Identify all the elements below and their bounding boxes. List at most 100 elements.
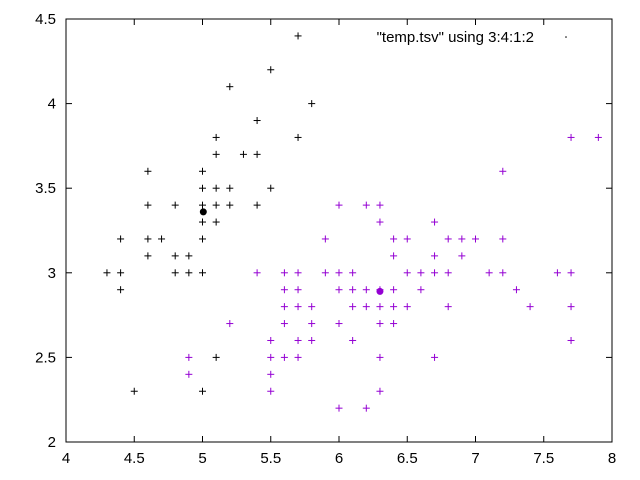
data-point-cluster-1	[253, 150, 261, 158]
data-point-cluster-2	[349, 269, 357, 277]
data-point-cluster-1	[267, 66, 275, 74]
data-point-cluster-1	[212, 150, 220, 158]
legend-sample	[565, 36, 567, 38]
data-point-cluster-1	[226, 83, 234, 91]
data-point-cluster-2	[308, 336, 316, 344]
y-tick-label: 4.5	[35, 11, 56, 28]
data-point-cluster-1	[199, 167, 206, 175]
data-point-cluster-2	[294, 269, 302, 277]
data-point-cluster-1	[253, 201, 261, 209]
data-point-cluster-1	[239, 150, 247, 158]
centroid-point-1	[199, 208, 207, 216]
legend-label: "temp.tsv" using 3:4:1:2	[377, 29, 534, 46]
data-point-cluster-1	[253, 117, 261, 125]
data-point-cluster-2	[376, 320, 384, 328]
data-point-cluster-2	[349, 286, 357, 294]
data-point-cluster-2	[390, 252, 398, 260]
data-point-cluster-2	[267, 336, 275, 344]
data-point-cluster-2	[226, 320, 234, 328]
x-tick-label: 8	[608, 450, 616, 467]
data-point-cluster-1	[144, 167, 152, 175]
data-point-cluster-2	[280, 303, 288, 311]
data-point-cluster-2	[444, 235, 452, 243]
x-tick-label: 7	[471, 450, 479, 467]
data-point-cluster-2	[444, 269, 452, 277]
data-point-cluster-2	[567, 303, 575, 311]
plot-frame	[65, 18, 613, 443]
data-point-cluster-1	[199, 387, 206, 395]
data-point-cluster-1	[212, 218, 220, 226]
y-tick-label: 3	[48, 265, 56, 282]
x-tick-label: 4.5	[124, 450, 145, 467]
data-point-cluster-1	[212, 133, 220, 141]
data-point-cluster-1	[117, 269, 125, 277]
data-point-cluster-2	[417, 269, 425, 277]
data-point-cluster-1	[130, 387, 138, 395]
data-point-cluster-2	[472, 235, 479, 243]
data-point-cluster-2	[417, 286, 425, 294]
data-point-cluster-2	[267, 387, 275, 395]
data-point-cluster-2	[253, 269, 261, 277]
data-point-cluster-1	[185, 269, 193, 277]
data-point-cluster-2	[390, 286, 398, 294]
data-point-cluster-2	[512, 286, 520, 294]
data-point-cluster-2	[444, 303, 452, 311]
data-point-cluster-2	[376, 303, 384, 311]
data-point-cluster-2	[376, 353, 384, 361]
data-point-cluster-2	[553, 269, 561, 277]
data-point-cluster-2	[335, 404, 343, 412]
data-point-cluster-2	[335, 269, 343, 277]
data-point-cluster-1	[212, 184, 220, 192]
data-point-cluster-2	[362, 404, 370, 412]
y-tick-label: 2.5	[35, 349, 56, 366]
data-point-cluster-2	[458, 235, 466, 243]
x-tick-label: 4	[62, 450, 70, 467]
data-point-cluster-2	[280, 320, 288, 328]
data-point-cluster-2	[349, 336, 357, 344]
x-tick-label: 5	[198, 450, 206, 467]
data-point-cluster-1	[294, 133, 302, 141]
data-point-cluster-2	[567, 336, 575, 344]
data-point-cluster-2	[390, 320, 398, 328]
data-point-cluster-1	[199, 184, 206, 192]
x-tick-label: 7.5	[533, 450, 554, 467]
data-point-cluster-2	[390, 235, 398, 243]
data-point-cluster-2	[185, 370, 193, 378]
data-point-cluster-2	[362, 303, 370, 311]
data-point-cluster-1	[158, 235, 166, 243]
data-point-cluster-2	[431, 218, 439, 226]
data-point-cluster-2	[280, 269, 288, 277]
data-point-cluster-2	[335, 320, 343, 328]
data-point-cluster-1	[185, 252, 193, 260]
data-point-cluster-2	[294, 336, 302, 344]
data-point-cluster-1	[199, 235, 206, 243]
data-point-cluster-2	[403, 269, 411, 277]
data-point-cluster-2	[376, 201, 384, 209]
data-point-cluster-1	[117, 286, 125, 294]
data-point-cluster-2	[308, 303, 316, 311]
data-point-cluster-2	[294, 286, 302, 294]
data-point-cluster-2	[267, 353, 275, 361]
data-point-cluster-2	[321, 269, 329, 277]
data-point-cluster-1	[117, 235, 125, 243]
data-point-cluster-2	[308, 320, 316, 328]
data-point-cluster-1	[103, 269, 111, 277]
data-point-cluster-1	[267, 184, 275, 192]
data-point-cluster-2	[390, 303, 398, 311]
data-point-cluster-2	[362, 286, 370, 294]
data-point-cluster-2	[499, 235, 507, 243]
y-tick-label: 4	[48, 96, 56, 113]
data-point-cluster-2	[567, 133, 575, 141]
data-point-cluster-2	[499, 167, 507, 175]
data-point-cluster-2	[485, 269, 493, 277]
data-point-cluster-2	[280, 353, 288, 361]
data-point-cluster-2	[376, 218, 384, 226]
data-point-cluster-2	[185, 353, 193, 361]
data-point-cluster-2	[294, 353, 302, 361]
data-point-cluster-2	[294, 303, 302, 311]
data-point-cluster-1	[144, 252, 152, 260]
data-point-cluster-1	[144, 201, 152, 209]
data-point-cluster-1	[199, 218, 206, 226]
data-point-cluster-1	[212, 353, 220, 361]
x-tick-label: 6	[335, 450, 343, 467]
